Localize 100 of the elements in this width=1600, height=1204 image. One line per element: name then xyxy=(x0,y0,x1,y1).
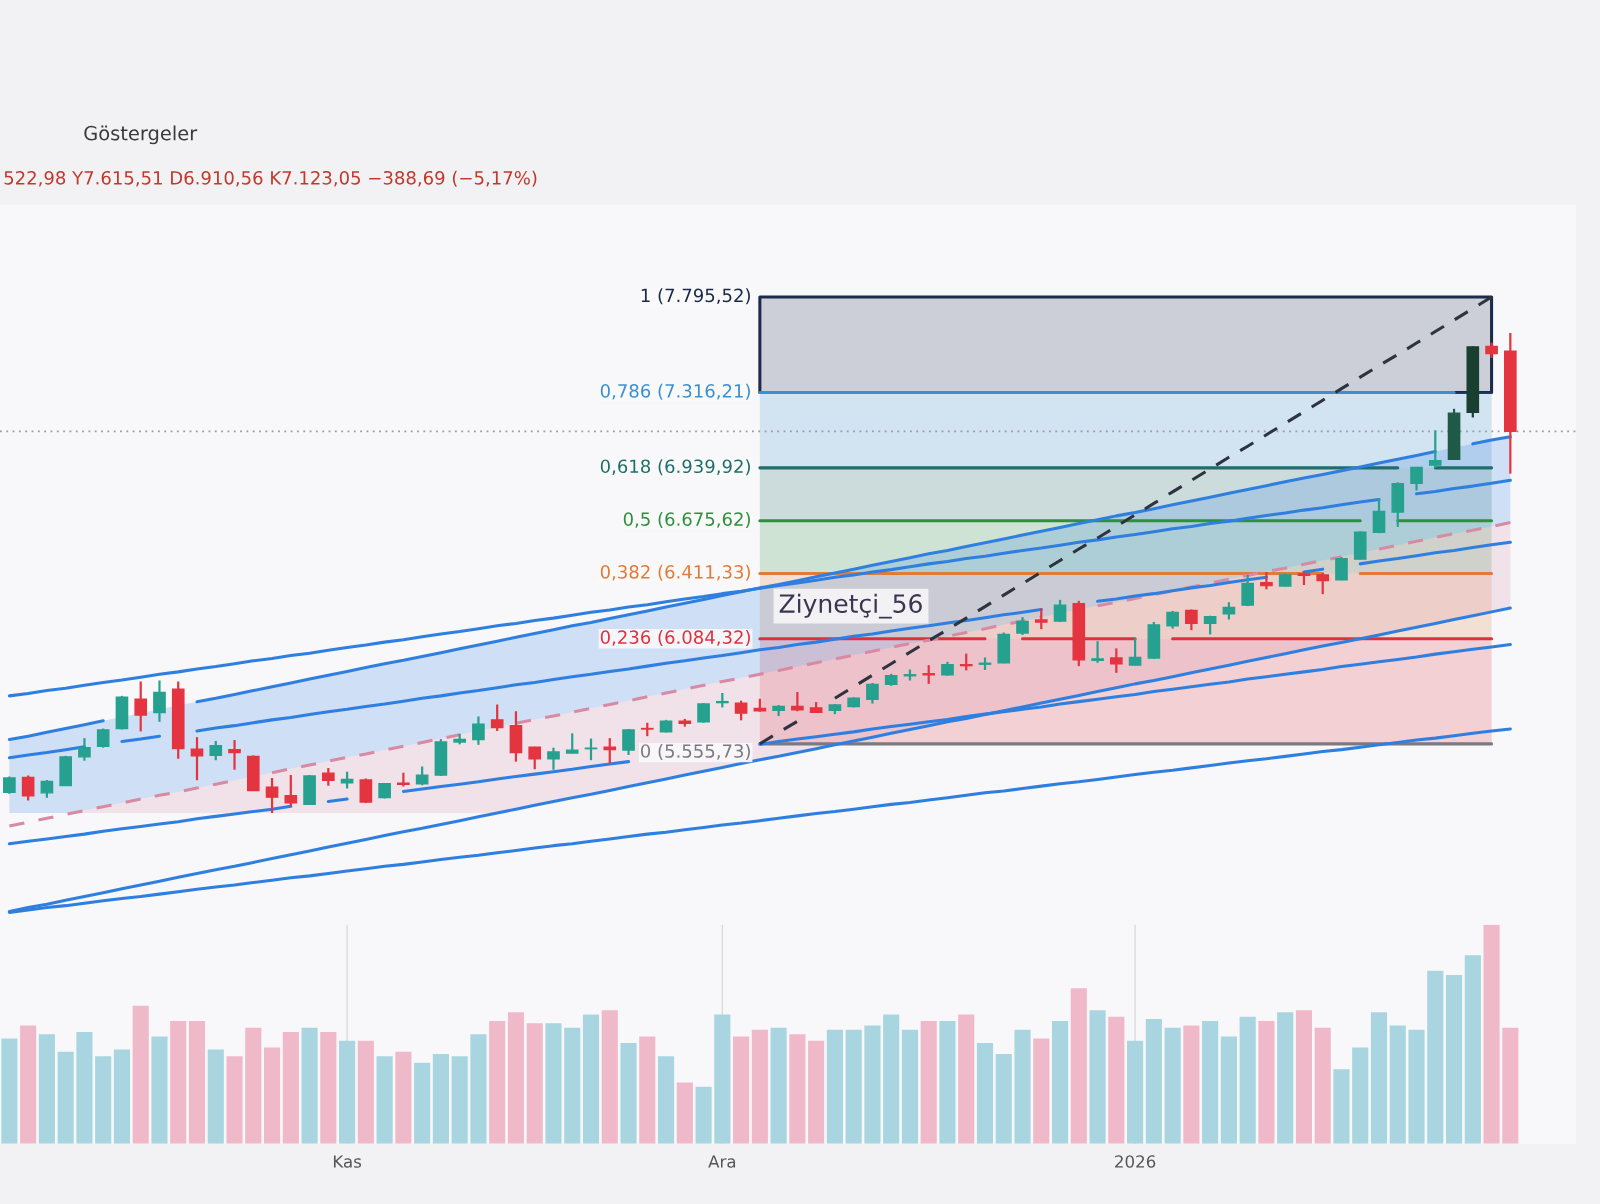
candlestick xyxy=(209,739,223,762)
bar xyxy=(1295,1010,1313,1144)
bar xyxy=(714,1014,731,1144)
bar xyxy=(57,1051,74,1144)
bar xyxy=(489,1021,506,1144)
legend-label: 1 (7.795,52) xyxy=(641,288,750,305)
candlestick xyxy=(472,715,485,746)
bar xyxy=(226,1056,243,1144)
candlestick xyxy=(190,736,204,782)
bar xyxy=(939,1021,956,1144)
bar xyxy=(188,1021,206,1144)
candlestick xyxy=(228,738,241,771)
bar xyxy=(789,1034,806,1144)
bar xyxy=(751,1029,768,1144)
bar xyxy=(470,1034,487,1144)
text: Göstergeler xyxy=(84,125,198,145)
bar xyxy=(38,1034,55,1144)
bar xyxy=(1,1038,18,1144)
candlestick xyxy=(153,679,166,723)
candlestick xyxy=(1316,571,1330,596)
candlestick xyxy=(134,680,148,733)
x-tick-label: Ara xyxy=(708,1155,736,1168)
candlestick xyxy=(1372,497,1386,535)
bar xyxy=(451,1056,468,1144)
bar xyxy=(301,1027,318,1144)
candlestick xyxy=(1241,573,1254,608)
candlestick xyxy=(1128,636,1142,667)
series-label: 0,382 (6.411,33) xyxy=(600,564,750,581)
bar xyxy=(1070,988,1087,1144)
bar xyxy=(1014,1029,1031,1144)
bar xyxy=(1202,1021,1219,1144)
bar xyxy=(695,1086,712,1144)
bar xyxy=(1483,924,1500,1144)
bar xyxy=(545,1023,562,1144)
bar xyxy=(620,1043,637,1144)
series-label: 0,786 (7.316,21) xyxy=(600,383,750,400)
candlestick xyxy=(866,681,879,705)
bar xyxy=(808,1040,825,1144)
bar xyxy=(1183,1025,1200,1144)
bar xyxy=(395,1051,412,1144)
candlestick xyxy=(734,699,748,722)
series-label: 0,5 (6.675,62) xyxy=(623,511,750,529)
bar xyxy=(564,1027,581,1144)
text: 522,98 Y7.615,51 D6.910,56 K7.123,05 −388,69 (−5,17%) xyxy=(4,170,537,187)
bar xyxy=(1464,955,1481,1144)
bar xyxy=(1239,1016,1256,1144)
bar xyxy=(320,1032,337,1144)
annotation: Ziynetçi_56 xyxy=(779,593,922,619)
bar xyxy=(507,1012,525,1144)
x-tick-label: Kas xyxy=(333,1155,362,1168)
candlestick xyxy=(490,703,504,733)
bar xyxy=(1089,1010,1106,1144)
bar xyxy=(995,1053,1012,1144)
bar xyxy=(883,1014,900,1144)
bar xyxy=(920,1021,937,1144)
bar xyxy=(263,1047,281,1144)
bar xyxy=(1314,1027,1331,1144)
bar xyxy=(845,1029,862,1144)
bar xyxy=(733,1036,750,1144)
bar xyxy=(958,1014,975,1144)
bar xyxy=(864,1025,881,1144)
bar xyxy=(20,1025,37,1144)
candlestick xyxy=(791,690,804,713)
candlestick xyxy=(565,732,579,755)
candlestick xyxy=(622,727,635,757)
bar xyxy=(1352,1047,1369,1144)
bar xyxy=(1220,1036,1237,1144)
bar xyxy=(1051,1021,1069,1144)
bar xyxy=(432,1053,449,1144)
bar xyxy=(1277,1012,1294,1144)
bar xyxy=(770,1027,787,1144)
candlestick xyxy=(1260,570,1273,591)
candlestick xyxy=(1428,429,1442,469)
candlestick xyxy=(1053,598,1067,624)
bar xyxy=(1145,1018,1162,1144)
x-tick-label: 2026 xyxy=(1115,1155,1156,1168)
series-label: 0,618 (6.939,92) xyxy=(600,459,750,476)
candlestick xyxy=(1185,608,1198,632)
bar xyxy=(151,1036,168,1144)
candlestick xyxy=(1110,647,1123,674)
bar xyxy=(76,1032,93,1144)
bar xyxy=(207,1049,224,1144)
bar xyxy=(1408,1029,1425,1144)
bar xyxy=(1164,1027,1181,1144)
bar xyxy=(826,1029,843,1144)
bar xyxy=(132,1005,149,1144)
bar xyxy=(357,1040,374,1144)
bar xyxy=(1127,1040,1144,1144)
bar xyxy=(601,1010,618,1144)
candlestick xyxy=(359,777,373,805)
bar xyxy=(657,1056,675,1144)
candlestick xyxy=(265,776,279,815)
bar xyxy=(976,1043,994,1144)
candlestick xyxy=(415,765,429,787)
bar xyxy=(339,1040,356,1144)
bar xyxy=(245,1027,262,1144)
series-label: 0,236 (6.084,32) xyxy=(600,630,750,647)
bar xyxy=(376,1056,393,1144)
bar xyxy=(676,1082,693,1144)
candlestick xyxy=(922,664,936,685)
